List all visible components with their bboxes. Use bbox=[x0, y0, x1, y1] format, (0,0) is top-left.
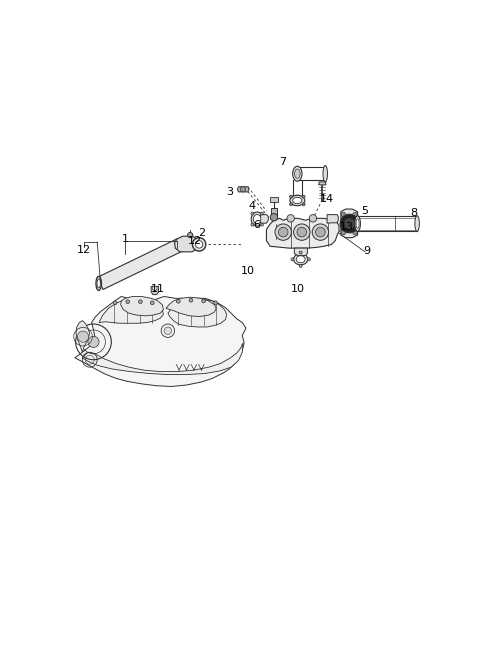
Ellipse shape bbox=[96, 276, 101, 291]
Text: 10: 10 bbox=[290, 284, 304, 294]
Circle shape bbox=[307, 258, 311, 261]
Ellipse shape bbox=[97, 279, 100, 288]
Circle shape bbox=[289, 195, 292, 198]
Circle shape bbox=[299, 264, 302, 267]
Circle shape bbox=[195, 241, 203, 248]
Polygon shape bbox=[99, 301, 163, 323]
Text: 2: 2 bbox=[199, 228, 205, 238]
Circle shape bbox=[188, 233, 193, 238]
Polygon shape bbox=[260, 214, 268, 223]
Circle shape bbox=[297, 227, 307, 237]
Circle shape bbox=[192, 238, 206, 251]
Ellipse shape bbox=[293, 166, 302, 181]
Text: 6: 6 bbox=[253, 220, 261, 230]
Ellipse shape bbox=[290, 195, 305, 205]
Polygon shape bbox=[341, 209, 358, 238]
Ellipse shape bbox=[356, 219, 359, 229]
Text: 10: 10 bbox=[241, 266, 255, 276]
Ellipse shape bbox=[292, 195, 302, 200]
Circle shape bbox=[214, 301, 217, 305]
Circle shape bbox=[150, 301, 154, 305]
Circle shape bbox=[287, 214, 294, 222]
Polygon shape bbox=[97, 238, 184, 289]
Text: 1: 1 bbox=[121, 234, 129, 244]
Polygon shape bbox=[75, 297, 246, 386]
Polygon shape bbox=[238, 187, 249, 192]
Circle shape bbox=[302, 203, 305, 206]
Ellipse shape bbox=[294, 254, 308, 265]
Circle shape bbox=[153, 286, 157, 291]
Circle shape bbox=[88, 337, 99, 348]
Ellipse shape bbox=[293, 197, 302, 203]
Circle shape bbox=[189, 298, 193, 302]
Circle shape bbox=[240, 187, 246, 192]
Text: 7: 7 bbox=[279, 157, 286, 167]
Polygon shape bbox=[266, 218, 339, 248]
Circle shape bbox=[353, 213, 357, 217]
Circle shape bbox=[353, 230, 357, 234]
Circle shape bbox=[177, 300, 180, 303]
Text: 14: 14 bbox=[320, 194, 334, 204]
Polygon shape bbox=[151, 286, 158, 295]
Circle shape bbox=[291, 258, 294, 261]
Circle shape bbox=[77, 331, 89, 342]
Circle shape bbox=[299, 251, 302, 254]
Polygon shape bbox=[270, 197, 277, 202]
Circle shape bbox=[139, 300, 142, 304]
Circle shape bbox=[275, 224, 291, 240]
Circle shape bbox=[341, 213, 346, 217]
Circle shape bbox=[251, 223, 254, 226]
Polygon shape bbox=[271, 208, 277, 217]
Polygon shape bbox=[168, 300, 227, 327]
Polygon shape bbox=[120, 297, 163, 316]
Ellipse shape bbox=[415, 216, 420, 231]
Circle shape bbox=[202, 299, 205, 303]
Circle shape bbox=[270, 214, 277, 221]
Circle shape bbox=[302, 195, 305, 198]
Circle shape bbox=[126, 300, 130, 304]
Polygon shape bbox=[76, 320, 90, 352]
Circle shape bbox=[341, 230, 346, 234]
Text: 12: 12 bbox=[188, 236, 202, 246]
Circle shape bbox=[309, 214, 317, 222]
Text: 3: 3 bbox=[226, 187, 233, 196]
Polygon shape bbox=[327, 214, 338, 223]
Circle shape bbox=[164, 327, 172, 335]
Text: 13: 13 bbox=[340, 222, 354, 231]
Circle shape bbox=[261, 223, 264, 226]
Ellipse shape bbox=[296, 256, 305, 263]
Circle shape bbox=[315, 227, 325, 237]
Circle shape bbox=[278, 227, 288, 237]
Circle shape bbox=[294, 224, 310, 240]
Circle shape bbox=[340, 214, 359, 233]
Circle shape bbox=[251, 212, 254, 215]
Ellipse shape bbox=[355, 216, 360, 231]
Ellipse shape bbox=[295, 169, 300, 178]
Circle shape bbox=[113, 301, 117, 305]
Circle shape bbox=[312, 224, 329, 240]
Circle shape bbox=[344, 218, 355, 229]
Ellipse shape bbox=[251, 212, 263, 226]
Text: 9: 9 bbox=[363, 246, 371, 256]
Polygon shape bbox=[83, 343, 243, 375]
Polygon shape bbox=[294, 248, 307, 256]
Circle shape bbox=[289, 203, 292, 206]
Polygon shape bbox=[319, 182, 326, 185]
Circle shape bbox=[261, 212, 264, 215]
Text: 8: 8 bbox=[410, 208, 418, 218]
Ellipse shape bbox=[253, 214, 261, 224]
Text: 11: 11 bbox=[150, 284, 165, 294]
Text: 5: 5 bbox=[361, 206, 369, 216]
Ellipse shape bbox=[323, 165, 327, 182]
Polygon shape bbox=[175, 236, 198, 252]
Polygon shape bbox=[166, 297, 216, 317]
Text: 12: 12 bbox=[77, 245, 91, 255]
Text: 4: 4 bbox=[248, 202, 255, 211]
